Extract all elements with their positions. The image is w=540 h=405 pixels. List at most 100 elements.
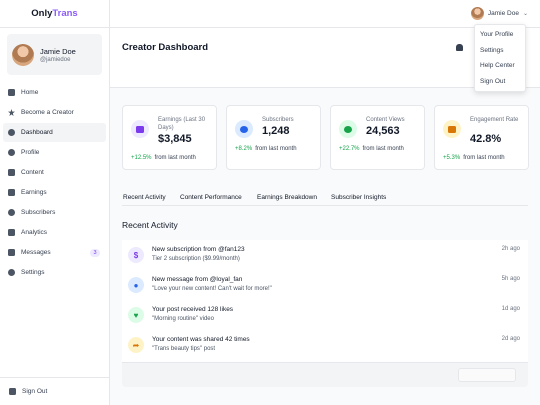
share-icon: ➦ xyxy=(128,337,144,353)
chat-icon: ● xyxy=(128,277,144,293)
sidebar-item-label: Analytics xyxy=(21,229,48,236)
sidebar-item-label: Dashboard xyxy=(21,129,53,136)
stat-value: 1,248 xyxy=(262,125,290,137)
sidebar-item-label: Messages xyxy=(21,249,51,256)
sidebar-item-label: Become a Creator xyxy=(21,109,74,116)
activity-time: 1d ago xyxy=(501,306,520,312)
sidebar-item-profile[interactable]: Profile xyxy=(3,143,106,162)
menu-item-settings[interactable]: Settings xyxy=(480,46,504,54)
menu-item-sign-out[interactable]: Sign Out xyxy=(480,77,506,85)
activity-detail: "Love your new content! Can't wait for m… xyxy=(152,286,272,292)
sidebar-item-label: Settings xyxy=(21,269,45,276)
sidebar-item-analytics[interactable]: Analytics xyxy=(3,223,106,242)
sidebar: Only Trans Jamie Doe @jamiedoe Home Becom… xyxy=(0,0,110,405)
activity-footer xyxy=(122,363,528,387)
view-all-button[interactable] xyxy=(458,368,516,382)
stat-change-note: from last month xyxy=(154,155,196,161)
chart-icon xyxy=(8,229,15,236)
activity-detail: "Morning routine" video xyxy=(152,316,214,322)
stat-card-earnings: Earnings (Last 30 Days) $3,845 +12.5% fro… xyxy=(122,105,217,170)
menu-item-your-profile[interactable]: Your Profile xyxy=(480,31,514,39)
stat-value: 24,563 xyxy=(366,125,400,137)
avatar xyxy=(470,7,484,20)
sidebar-item-dashboard[interactable]: Dashboard xyxy=(3,123,106,142)
wallet-icon xyxy=(8,189,15,196)
stat-label: Subscribers xyxy=(262,117,294,123)
content-icon xyxy=(8,169,15,176)
tab-recent-activity[interactable]: Recent Activity xyxy=(123,194,166,201)
sidebar-item-label: Earnings xyxy=(21,189,47,196)
stat-label: Earnings (Last 30 Days) xyxy=(158,117,206,131)
stat-label: Engagement Rate xyxy=(470,117,519,123)
stats-row: Earnings (Last 30 Days) $3,845 +12.5% fro… xyxy=(122,105,529,170)
sidebar-item-content[interactable]: Content xyxy=(3,163,106,182)
star-icon xyxy=(8,109,15,116)
user-name: Jamie Doe xyxy=(40,46,76,56)
activity-item[interactable]: ♥ Your post received 128 likes "Morning … xyxy=(122,300,528,333)
user-card[interactable]: Jamie Doe @jamiedoe xyxy=(7,34,102,75)
user-dropdown-menu: Your Profile Settings Help Center Sign O… xyxy=(474,24,526,92)
page-title: Creator Dashboard xyxy=(122,42,209,53)
activity-detail: Tier 2 subscription ($9.99/month) xyxy=(152,256,240,262)
user-menu-toggle[interactable]: Jamie Doe ⌄ xyxy=(470,7,528,20)
stat-change: +8.2% xyxy=(235,146,253,152)
stat-card-engagement: Engagement Rate 42.8% +5.3% from last mon… xyxy=(434,105,529,170)
activity-title: New subscription from @fan123 xyxy=(152,246,245,253)
tab-content-performance[interactable]: Content Performance xyxy=(180,194,242,201)
chevron-down-icon: ⌄ xyxy=(522,11,528,17)
users-icon xyxy=(235,120,253,138)
dollar-icon: $ xyxy=(128,247,144,263)
stat-change: +22.7% xyxy=(339,146,360,152)
menu-item-help-center[interactable]: Help Center xyxy=(480,62,515,70)
section-title: Recent Activity xyxy=(122,220,178,230)
page-header: Creator Dashboard xyxy=(110,28,540,88)
tab-subscriber-insights[interactable]: Subscriber Insights xyxy=(331,194,387,201)
activity-title: New message from @loyal_fan xyxy=(152,276,243,283)
wallet-icon xyxy=(131,120,149,138)
sign-out-icon xyxy=(9,388,16,395)
top-user-name: Jamie Doe xyxy=(487,10,519,17)
app-logo[interactable]: Only Trans xyxy=(0,0,109,28)
stat-card-subscribers: Subscribers 1,248 +8.2% from last month xyxy=(226,105,321,170)
activity-time: 2d ago xyxy=(501,336,520,342)
stat-card-content-views: Content Views 24,563 +22.7% from last mon… xyxy=(330,105,425,170)
sidebar-item-label: Content xyxy=(21,169,44,176)
sidebar-item-subscribers[interactable]: Subscribers xyxy=(3,203,106,222)
logo-accent: Trans xyxy=(52,8,78,19)
stat-change-note: from last month xyxy=(463,155,505,161)
stat-value: 42.8% xyxy=(470,133,502,145)
activity-detail: "Trans beauty tips" post xyxy=(152,346,216,352)
dashboard-tabs: Recent Activity Content Performance Earn… xyxy=(122,189,528,206)
activity-title: Your post received 128 likes xyxy=(152,306,234,313)
stat-change-note: from last month xyxy=(362,146,404,152)
sidebar-item-earnings[interactable]: Earnings xyxy=(3,183,106,202)
stat-change-note: from last month xyxy=(255,146,297,152)
chat-icon xyxy=(443,120,461,138)
gear-icon xyxy=(8,269,15,276)
user-icon xyxy=(8,149,15,156)
sidebar-item-label: Home xyxy=(21,89,39,96)
activity-time: 2h ago xyxy=(501,246,520,252)
sign-out-button[interactable]: Sign Out xyxy=(0,377,110,405)
sidebar-item-home[interactable]: Home xyxy=(3,83,106,102)
stat-change: +5.3% xyxy=(443,155,461,161)
envelope-icon xyxy=(8,249,15,256)
sidebar-item-label: Subscribers xyxy=(21,209,56,216)
sign-out-label: Sign Out xyxy=(22,388,48,395)
sidebar-item-settings[interactable]: Settings xyxy=(3,263,106,282)
activity-item[interactable]: $ New subscription from @fan123 Tier 2 s… xyxy=(122,240,528,273)
sidebar-item-become-creator[interactable]: Become a Creator xyxy=(3,103,106,122)
activity-title: Your content was shared 42 times xyxy=(152,336,250,343)
activity-item[interactable]: ➦ Your content was shared 42 times "Tran… xyxy=(122,330,528,363)
sidebar-nav: Home Become a Creator Dashboard Profile … xyxy=(0,83,109,282)
tab-earnings-breakdown[interactable]: Earnings Breakdown xyxy=(257,194,317,201)
activity-item[interactable]: ● New message from @loyal_fan "Love your… xyxy=(122,270,528,303)
stat-value: $3,845 xyxy=(158,133,192,145)
eye-icon xyxy=(339,120,357,138)
stat-change: +12.5% xyxy=(131,155,152,161)
heart-icon: ♥ xyxy=(128,307,144,323)
sidebar-item-messages[interactable]: Messages 3 xyxy=(3,243,106,262)
home-icon xyxy=(8,89,15,96)
bell-icon[interactable] xyxy=(456,44,463,51)
logo-main: Only xyxy=(31,8,53,19)
